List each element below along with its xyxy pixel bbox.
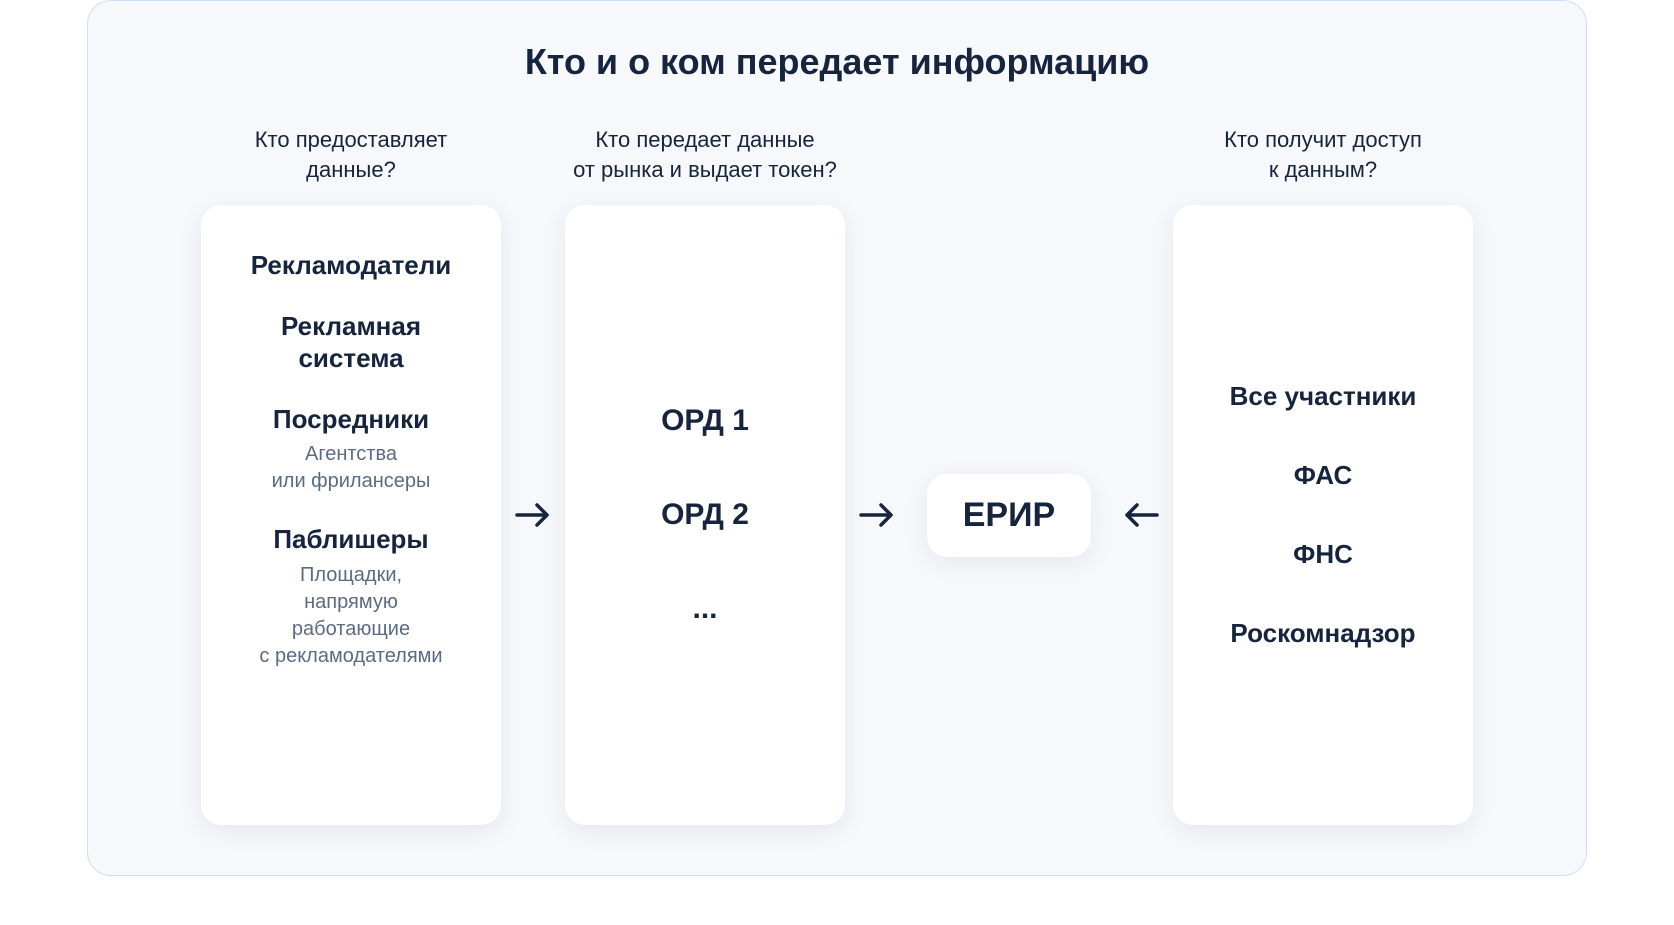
- arrow-ord-to-erir: [845, 123, 909, 825]
- column-ord: Кто передает данныеот рынка и выдает ток…: [565, 123, 845, 825]
- column-access: Кто получит доступк данным? Все участник…: [1173, 123, 1473, 825]
- arrow-right-icon: [511, 493, 555, 537]
- arrow-providers-to-ord: [501, 123, 565, 825]
- arrow-right-icon: [855, 493, 899, 537]
- provider-item-title: Рекламная система: [227, 310, 475, 375]
- arrow-left-icon: [1119, 493, 1163, 537]
- provider-item: Посредники Агентстваили фрилансеры: [272, 403, 431, 496]
- access-item: Все участники: [1230, 381, 1417, 412]
- access-item: Роскомнадзор: [1230, 618, 1415, 649]
- ord-header: Кто передает данныеот рынка и выдает ток…: [573, 123, 837, 187]
- provider-item-title: Паблишеры: [259, 523, 442, 556]
- column-providers: Кто предоставляетданные? Рекламодатели Р…: [201, 123, 501, 825]
- providers-card: Рекламодатели Рекламная система Посредни…: [201, 205, 501, 825]
- provider-item: Рекламодатели: [251, 249, 452, 282]
- provider-item: Рекламная система: [227, 310, 475, 375]
- access-header: Кто получит доступк данным?: [1224, 123, 1422, 187]
- ord-item: ...: [692, 592, 717, 626]
- access-item: ФАС: [1294, 460, 1352, 491]
- access-item: ФНС: [1293, 539, 1353, 570]
- access-card: Все участники ФАС ФНС Роскомнадзор: [1173, 205, 1473, 825]
- provider-item-sub: Площадки,напрямуюработающиес рекламодате…: [259, 562, 442, 670]
- diagram-frame: Кто и о ком передает информацию Кто пред…: [87, 0, 1587, 876]
- provider-item-title: Рекламодатели: [251, 249, 452, 282]
- erir-card: ЕРИР: [927, 474, 1091, 557]
- column-erir: ЕРИР: [909, 123, 1109, 825]
- provider-item: Паблишеры Площадки,напрямуюработающиес р…: [259, 523, 442, 670]
- provider-item-title: Посредники: [272, 403, 431, 436]
- ord-card: ОРД 1 ОРД 2 ...: [565, 205, 845, 825]
- providers-header: Кто предоставляетданные?: [255, 123, 448, 187]
- ord-item: ОРД 2: [661, 498, 749, 532]
- main-title: Кто и о ком передает информацию: [138, 41, 1536, 83]
- flow-row: Кто предоставляетданные? Рекламодатели Р…: [138, 123, 1536, 825]
- provider-item-sub: Агентстваили фрилансеры: [272, 441, 431, 495]
- arrow-access-to-erir: [1109, 123, 1173, 825]
- ord-item: ОРД 1: [661, 404, 749, 438]
